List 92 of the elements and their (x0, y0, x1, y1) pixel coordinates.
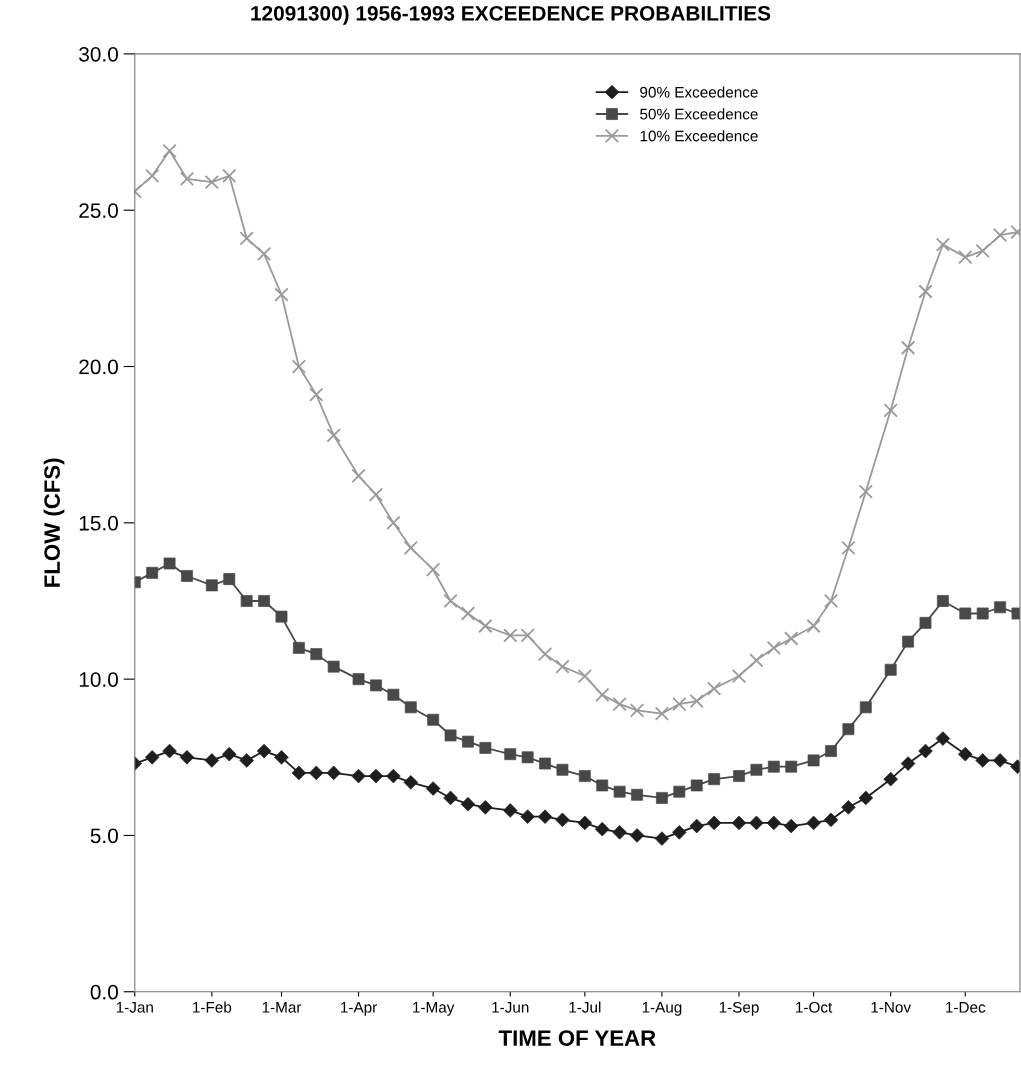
point (179, 171, 195, 187)
point (612, 696, 627, 712)
x-tick-label: 1-Aug (642, 1002, 682, 1016)
point (555, 812, 570, 828)
point (222, 168, 237, 183)
legend-label: 90% Exceedence (640, 86, 758, 98)
point (733, 770, 745, 782)
point (162, 143, 177, 158)
point (274, 750, 289, 765)
point (654, 831, 670, 846)
point (900, 340, 916, 355)
point (783, 818, 799, 834)
point (162, 743, 177, 759)
x-tick-label: 1-Apr (341, 1002, 377, 1016)
point (731, 668, 747, 684)
point (689, 818, 704, 834)
point (823, 593, 839, 609)
y-tick-label: 25.0 (79, 203, 118, 218)
point (145, 168, 160, 183)
point (992, 228, 1008, 243)
point (256, 246, 272, 262)
y-tick-label: 20.0 (79, 359, 118, 375)
point (426, 562, 441, 577)
point (918, 743, 933, 759)
point (706, 681, 722, 696)
point (537, 646, 553, 662)
x-tick-label: 1-Mar (262, 1002, 302, 1013)
point (443, 593, 458, 609)
point (326, 428, 341, 443)
point (992, 753, 1008, 768)
point (689, 693, 704, 709)
point (537, 809, 553, 824)
x-axis-title: TIME OF YEAR (498, 1030, 656, 1046)
point (858, 484, 873, 499)
y-axis-title: FLOW (CFS) (43, 458, 65, 587)
point (478, 618, 493, 634)
point (520, 628, 535, 643)
point (309, 387, 324, 402)
point (368, 487, 384, 502)
x-tick-label: 1-Oct (796, 1001, 833, 1013)
x-tick-label: 1-Dec (946, 1002, 986, 1013)
point (386, 515, 401, 530)
x-tick-label: 1-Jan (116, 1002, 153, 1013)
point (425, 781, 441, 796)
point (766, 640, 781, 656)
point (240, 595, 253, 607)
point (883, 403, 898, 418)
point (825, 745, 837, 757)
point (462, 735, 474, 748)
x-tick-label: 1-Sep (719, 1001, 759, 1016)
y-tick-label: 5.0 (90, 828, 118, 844)
x-tick-label: 1-Jul (569, 1001, 601, 1013)
legend-label: 50% Exceedence (640, 108, 758, 120)
point (443, 790, 458, 806)
point (918, 284, 933, 299)
point (975, 243, 990, 259)
point (291, 359, 307, 374)
point (883, 771, 898, 787)
y-tick-label: 15.0 (79, 515, 118, 531)
point (935, 237, 951, 252)
x-tick-label: 1-Jun (492, 1002, 529, 1013)
point (784, 631, 799, 646)
x-tick-label: 1-Feb (193, 1001, 232, 1013)
point (403, 540, 418, 555)
point (958, 249, 973, 265)
y-tick-label: 0.0 (90, 984, 118, 1000)
point (654, 706, 670, 721)
point (823, 812, 839, 828)
point (577, 668, 592, 684)
y-tick-label: 30.0 (79, 46, 118, 62)
point (386, 768, 401, 784)
point (204, 753, 220, 768)
x-tick-label: 1-Nov (871, 1002, 911, 1013)
point (351, 468, 366, 484)
point (595, 687, 610, 702)
point (749, 815, 764, 831)
x-tick-label: 1-May (413, 1002, 455, 1016)
point (841, 540, 856, 555)
chart-title: 12091300) 1956-1993 EXCEEDENCE PROBABILITIES (251, 5, 771, 25)
point (460, 606, 476, 621)
point (239, 231, 254, 246)
legend-label: 10% Exceedence (640, 130, 758, 142)
y-tick-label: 10.0 (79, 672, 118, 687)
point (274, 287, 289, 302)
point (672, 696, 687, 712)
point (631, 788, 643, 801)
point (555, 659, 570, 674)
point (806, 618, 821, 634)
point (629, 703, 645, 718)
point (503, 628, 518, 643)
point (749, 653, 764, 668)
point (204, 174, 220, 190)
